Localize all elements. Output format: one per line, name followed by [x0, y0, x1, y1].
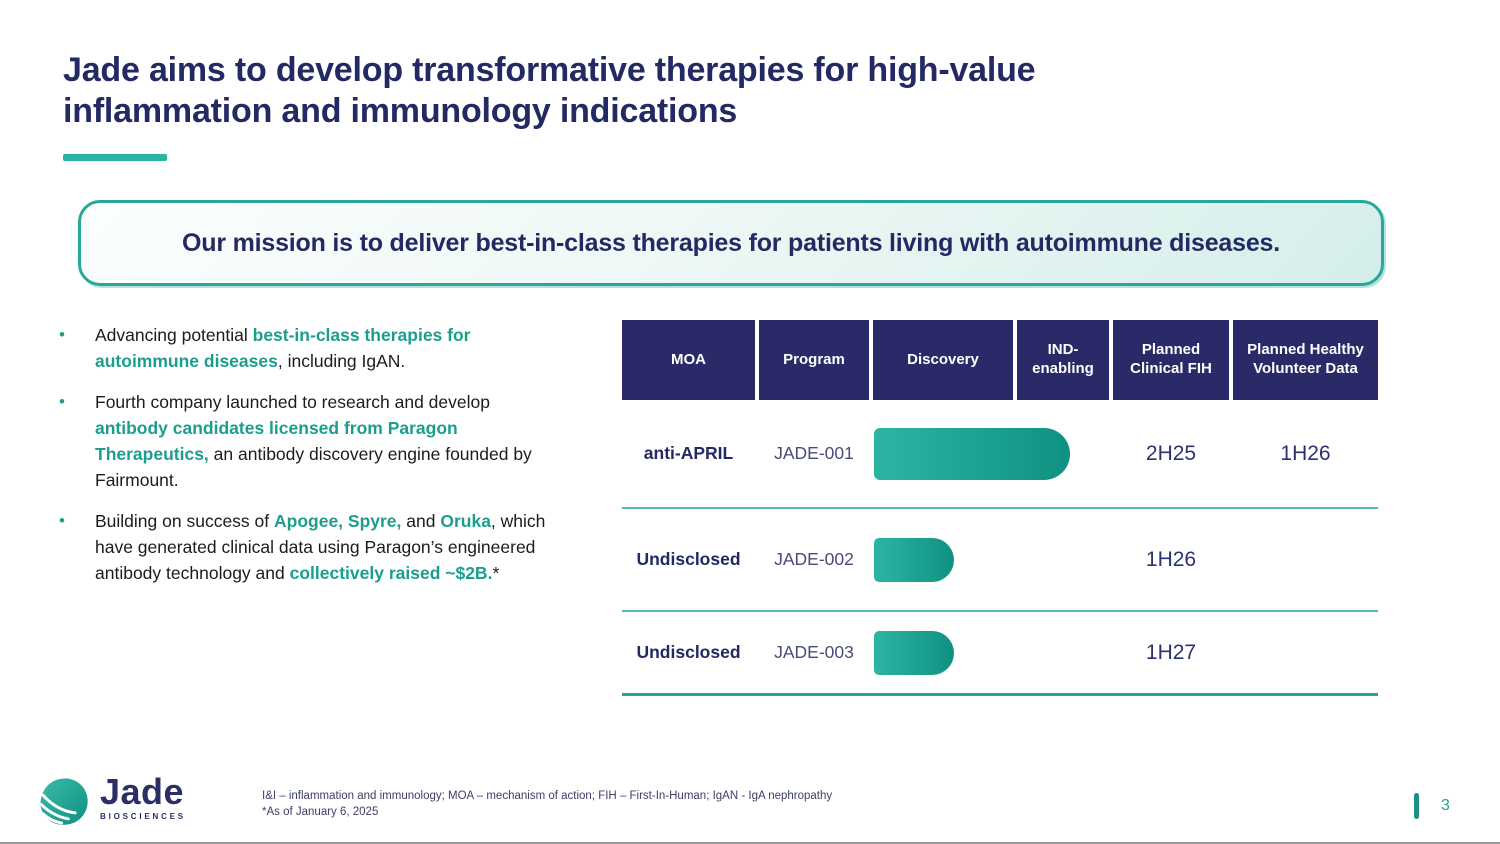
bullet-text: and [401, 510, 441, 531]
header-ind-enabling: IND-enabling [1017, 320, 1109, 400]
fih-cell: 1H26 [1145, 547, 1197, 571]
footnote-abbreviations: I&I – inflammation and immunology; MOA –… [262, 790, 833, 802]
stage-progress-bar [874, 630, 954, 675]
table-row: Undisclosed JADE-002 1H26 [622, 509, 1378, 612]
bullet-text: Advancing potential [95, 325, 253, 345]
fih-cell: 2H25 [1145, 441, 1197, 465]
bullet-item: Fourth company launched to research and … [57, 389, 557, 494]
logo-subtitle: BIOSCIENCES [100, 812, 186, 821]
footnote-asof-date: *As of January 6, 2025 [262, 805, 379, 818]
table-header-row: MOA Program Discovery IND-enabling Plann… [622, 320, 1378, 400]
bullet-text: an antibody discovery engine founded by … [95, 444, 532, 491]
program-cell: JADE-002 [774, 549, 854, 569]
bullet-highlight: Apogee, Spyre, [274, 510, 402, 531]
jade-leaf-icon [39, 778, 88, 825]
bullet-list: Advancing potential best-in-class therap… [57, 322, 557, 600]
pipeline-table: MOA Program Discovery IND-enabling Plann… [622, 320, 1378, 696]
bullet-text: , which have generated clinical data usi… [95, 510, 546, 584]
moa-cell: Undisclosed [636, 549, 741, 569]
page-tick-bar [1414, 793, 1419, 819]
stage-progress-bar [874, 427, 1070, 480]
header-program: Program [759, 320, 869, 400]
page-indicator: 3 [1414, 793, 1450, 819]
healthy-volunteer-cell: 1H26 [1280, 441, 1331, 465]
fih-cell: 1H27 [1145, 640, 1197, 664]
company-logo: Jade BIOSCIENCES [38, 771, 186, 828]
program-cell: JADE-003 [774, 642, 854, 662]
bullet-highlight: antibody candidates licensed from Parago… [95, 417, 458, 464]
logo-text: Jade BIOSCIENCES [100, 771, 186, 822]
header-planned-healthy-volunteer-data: Planned Healthy Volunteer Data [1233, 320, 1378, 400]
table-row: Undisclosed JADE-003 1H27 [622, 612, 1378, 696]
header-moa: MOA [622, 320, 755, 400]
moa-cell: anti-APRIL [643, 443, 734, 463]
mission-text: Our mission is to deliver best-in-class … [182, 228, 1280, 257]
footnote: I&I – inflammation and immunology; MOA –… [262, 789, 832, 820]
header-planned-clinical-fih: Planned Clinical FIH [1113, 320, 1229, 400]
page-number: 3 [1441, 797, 1450, 814]
bullet-text: Building on success of [95, 510, 274, 531]
bullet-text: , including IgAN. [277, 351, 406, 372]
moa-cell: Undisclosed [636, 642, 741, 662]
header-discovery: Discovery [873, 320, 1013, 400]
title-underline [63, 154, 167, 161]
bullet-item: Building on success of Apogee, Spyre, an… [57, 508, 557, 587]
pipeline-rows: anti-APRIL JADE-001 2H25 1H26 Undisclosed JAD… [622, 400, 1378, 696]
logo-name: Jade [100, 771, 185, 812]
bullet-text: Fourth company launched to research and … [95, 391, 490, 412]
slide-title: Jade aims to develop transformative ther… [63, 51, 1036, 131]
stage-progress-bar [874, 537, 954, 582]
bullet-highlight: best-in-class therapies for autoimmune d… [95, 325, 471, 372]
bullet-highlight: collectively raised ~$2B. [289, 563, 493, 583]
mission-banner: Our mission is to deliver best-in-class … [78, 200, 1384, 286]
program-cell: JADE-001 [774, 443, 854, 463]
table-row: anti-APRIL JADE-001 2H25 1H26 [622, 400, 1378, 509]
bullet-highlight: Oruka [440, 510, 491, 531]
bullet-text: * [492, 563, 500, 583]
bullet-item: Advancing potential best-in-class therap… [57, 322, 557, 375]
